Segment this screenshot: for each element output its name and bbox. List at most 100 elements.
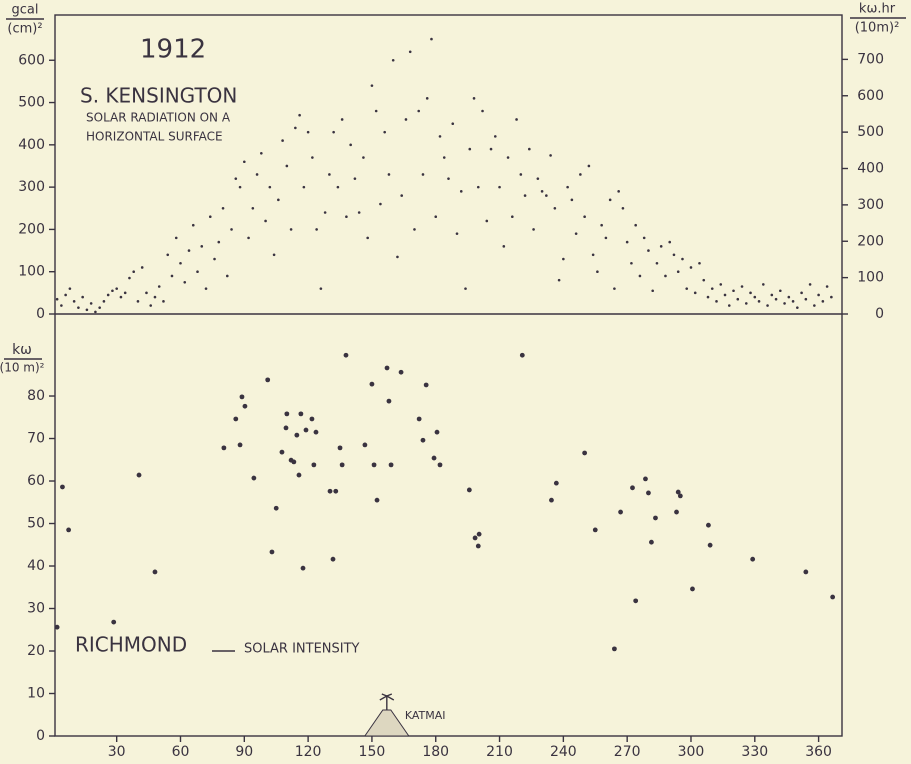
point	[272, 253, 276, 257]
point	[618, 509, 623, 515]
point	[247, 236, 250, 240]
point	[511, 215, 514, 219]
point	[68, 287, 72, 290]
point	[425, 97, 429, 100]
point	[413, 228, 416, 231]
point	[757, 300, 761, 303]
point	[455, 232, 459, 235]
point	[655, 261, 659, 265]
point	[528, 147, 531, 151]
point	[625, 240, 629, 244]
point	[472, 535, 478, 541]
point	[111, 619, 117, 625]
point	[196, 270, 199, 274]
point	[306, 130, 310, 134]
point	[613, 287, 616, 290]
y2-tick-label: 200	[857, 233, 884, 249]
y-tick-label: 600	[18, 52, 45, 68]
point	[66, 527, 72, 533]
point	[506, 156, 510, 159]
point	[485, 219, 489, 223]
point	[298, 113, 301, 117]
point	[579, 173, 582, 176]
point	[265, 377, 271, 383]
point	[770, 293, 774, 297]
point	[582, 450, 588, 456]
point	[255, 173, 259, 176]
point	[311, 156, 314, 159]
point	[283, 425, 289, 431]
y2-tick-label: 700	[857, 51, 884, 67]
point	[339, 462, 345, 468]
point	[115, 287, 118, 290]
point	[174, 236, 178, 240]
point	[744, 302, 748, 305]
point	[749, 291, 752, 295]
point	[85, 308, 89, 312]
y-axis-label: (cm)²	[7, 22, 42, 37]
point	[464, 287, 467, 290]
point	[774, 297, 778, 301]
x-tick-label: 270	[614, 744, 641, 760]
annotation: SOLAR RADIATION ON A	[86, 111, 231, 125]
point	[98, 306, 101, 309]
point	[515, 118, 518, 121]
point	[553, 480, 559, 486]
point	[54, 624, 60, 630]
point	[243, 160, 246, 164]
point	[311, 462, 317, 468]
point	[489, 147, 493, 151]
point	[277, 198, 280, 202]
point	[132, 270, 135, 274]
point	[617, 190, 620, 193]
point	[300, 565, 306, 571]
point	[651, 289, 654, 293]
point	[604, 236, 608, 240]
y-tick-label: 100	[18, 264, 45, 280]
point	[803, 569, 809, 575]
point	[447, 177, 450, 180]
point	[592, 527, 598, 533]
point	[357, 211, 361, 214]
point	[337, 445, 343, 451]
point	[583, 215, 586, 219]
point	[315, 228, 318, 231]
point	[649, 539, 654, 545]
point	[371, 462, 377, 468]
point	[234, 177, 238, 180]
point	[333, 488, 339, 494]
point	[379, 202, 382, 206]
point	[430, 37, 433, 41]
y-tick-label: 10	[27, 686, 45, 702]
point	[596, 270, 599, 274]
point	[431, 455, 437, 461]
point	[830, 295, 833, 299]
point	[349, 143, 352, 147]
point	[296, 472, 302, 478]
x-tick-label: 90	[235, 744, 253, 760]
point	[285, 164, 289, 168]
point	[766, 304, 769, 307]
point	[366, 236, 369, 240]
point	[327, 488, 333, 494]
chart-title: 1912	[140, 35, 206, 65]
point	[343, 352, 349, 358]
volcano-cone	[363, 709, 410, 737]
point	[404, 118, 408, 121]
point	[634, 223, 637, 227]
point	[225, 274, 229, 278]
point	[664, 274, 667, 278]
point	[386, 398, 392, 404]
y-tick-label: 20	[27, 643, 45, 659]
point	[608, 198, 612, 202]
point	[646, 490, 651, 496]
point	[787, 295, 791, 299]
x-tick-label: 300	[678, 744, 705, 760]
point	[387, 173, 391, 176]
point	[200, 245, 204, 248]
y-tick-label: 500	[18, 95, 45, 111]
point	[221, 445, 227, 451]
point	[549, 154, 552, 157]
point	[557, 278, 561, 282]
y-axis-label: gcal	[12, 3, 39, 18]
